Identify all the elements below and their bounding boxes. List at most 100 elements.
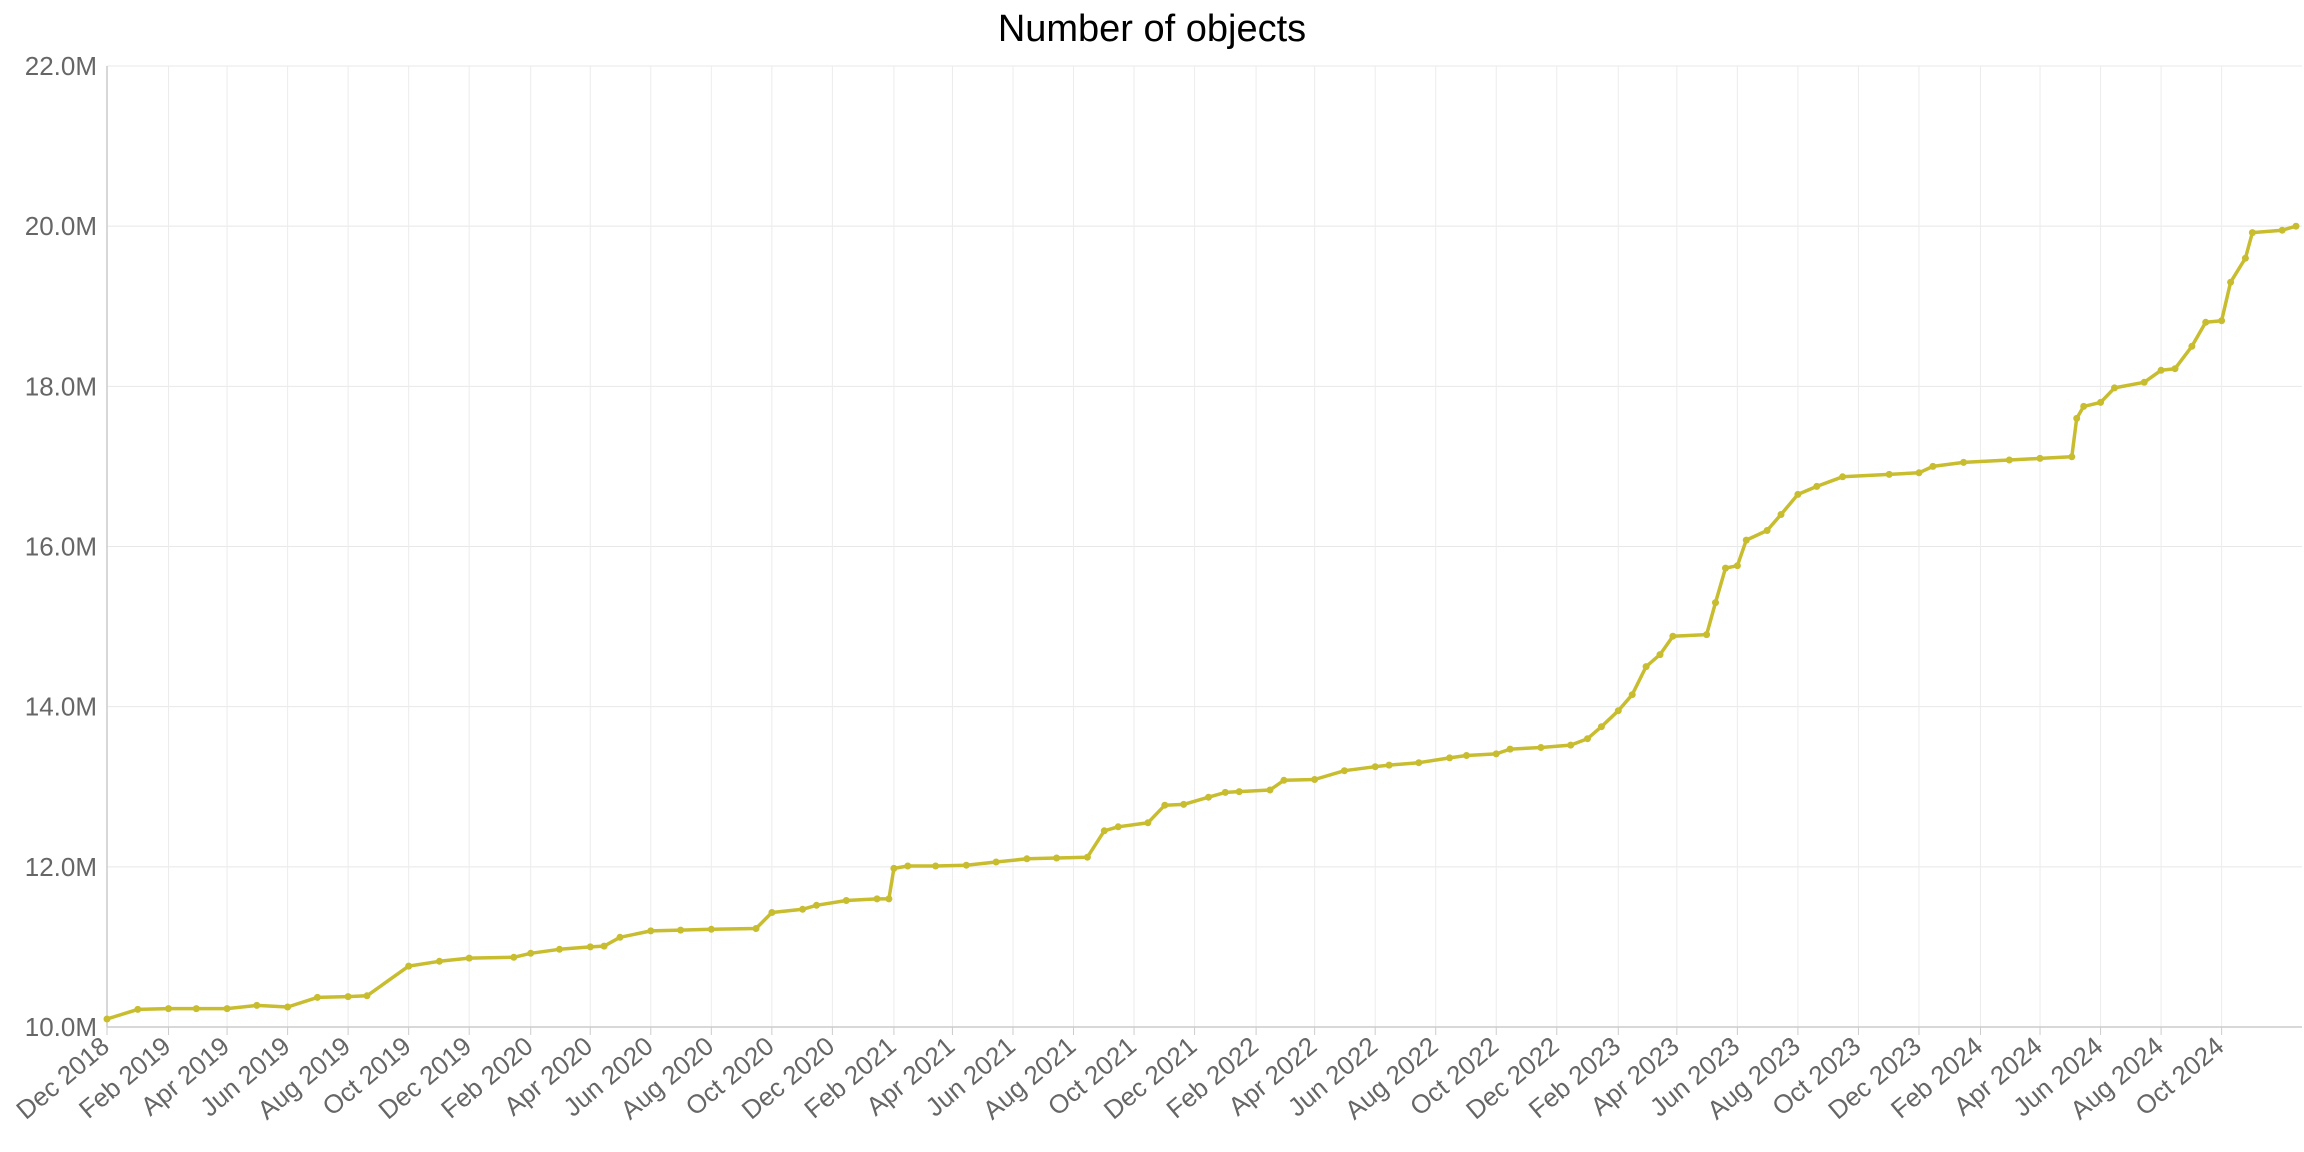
series-line [105, 224, 2298, 1021]
data-point [1083, 853, 1091, 861]
data-point [1929, 462, 1937, 470]
data-point [707, 925, 715, 933]
data-point [1144, 819, 1152, 827]
data-point [192, 1005, 200, 1013]
y-tick-label: 10.0M [25, 1012, 97, 1042]
y-tick-label: 16.0M [25, 532, 97, 562]
data-point [1385, 761, 1393, 769]
data-point [1492, 750, 1500, 758]
data-point [134, 1005, 142, 1013]
data-point [813, 901, 820, 909]
data-point [600, 942, 608, 950]
data-point [2140, 378, 2148, 386]
data-point [1839, 473, 1847, 481]
data-point [1415, 759, 1423, 767]
data-point [1221, 788, 1229, 796]
data-point [556, 945, 563, 953]
data-point [1463, 752, 1470, 759]
data-point [2227, 278, 2235, 286]
data-point [1794, 490, 1802, 498]
y-tick-label: 14.0M [25, 692, 97, 722]
data-point [1053, 854, 1061, 862]
data-point [1642, 663, 1650, 671]
data-point [2248, 229, 2256, 237]
data-point [799, 905, 807, 913]
chart-title: Number of objects [997, 8, 1307, 50]
data-point [1506, 745, 1514, 753]
data-point [1537, 744, 1545, 751]
data-point [1960, 458, 1968, 466]
data-point [962, 861, 970, 869]
data-point [1813, 482, 1821, 490]
data-point [885, 895, 893, 903]
data-point [1777, 511, 1785, 518]
data-point [2111, 384, 2118, 392]
data-point [465, 954, 473, 962]
data-point [677, 926, 685, 934]
data-point [253, 1001, 261, 1009]
data-point [873, 895, 881, 903]
data-point [405, 962, 413, 970]
data-point [1722, 564, 1729, 572]
data-point [1023, 855, 1031, 863]
data-point [2036, 454, 2044, 462]
data-point [1446, 754, 1454, 762]
data-point [2097, 398, 2105, 406]
data-point [1628, 691, 1636, 699]
data-point [1205, 793, 1212, 801]
data-point [1100, 827, 1108, 835]
data-point [2068, 453, 2076, 461]
data-point [1161, 801, 1169, 809]
data-point [647, 927, 655, 935]
data-point [2157, 366, 2165, 374]
data-point [1584, 735, 1591, 743]
data-point [768, 909, 776, 916]
data-point [1311, 776, 1319, 783]
data-point [1703, 631, 1711, 639]
data-point [752, 925, 760, 932]
data-point [2188, 342, 2196, 350]
data-point [2073, 414, 2081, 422]
data-point [616, 933, 624, 941]
data-point [1180, 800, 1188, 808]
data-point [527, 949, 535, 957]
y-tick-label: 18.0M [25, 371, 97, 401]
data-point [1669, 632, 1677, 640]
data-point [1915, 469, 1923, 477]
data-point [435, 957, 443, 965]
data-point [223, 1005, 231, 1013]
data-point [586, 943, 594, 951]
data-point [2080, 402, 2088, 410]
data-point [1712, 599, 1719, 607]
data-point [932, 862, 940, 870]
data-point [1885, 470, 1893, 478]
data-point [363, 992, 371, 1000]
data-point [1656, 651, 1664, 659]
data-point [284, 1003, 292, 1011]
data-point [2202, 318, 2210, 326]
data-point [2278, 226, 2286, 234]
data-point [1733, 562, 1741, 570]
data-point [510, 953, 518, 961]
data-point [2218, 317, 2226, 325]
data-point [890, 864, 898, 872]
data-point [904, 862, 912, 870]
data-point [1763, 527, 1771, 534]
data-point [1597, 723, 1605, 731]
data-point [1742, 536, 1750, 544]
data-point [2171, 365, 2179, 373]
data-point [2005, 456, 2013, 464]
data-point [992, 858, 1000, 866]
data-point [1280, 776, 1288, 784]
data-point [1266, 786, 1274, 794]
data-point [1235, 788, 1243, 796]
y-tick-label: 20.0M [25, 211, 97, 241]
y-tick-label: 12.0M [25, 852, 97, 882]
data-point [1340, 767, 1348, 775]
data-point [1371, 763, 1379, 771]
data-point [103, 1015, 111, 1023]
data-point [842, 897, 850, 904]
data-point [344, 993, 352, 1001]
data-point [1114, 823, 1122, 831]
